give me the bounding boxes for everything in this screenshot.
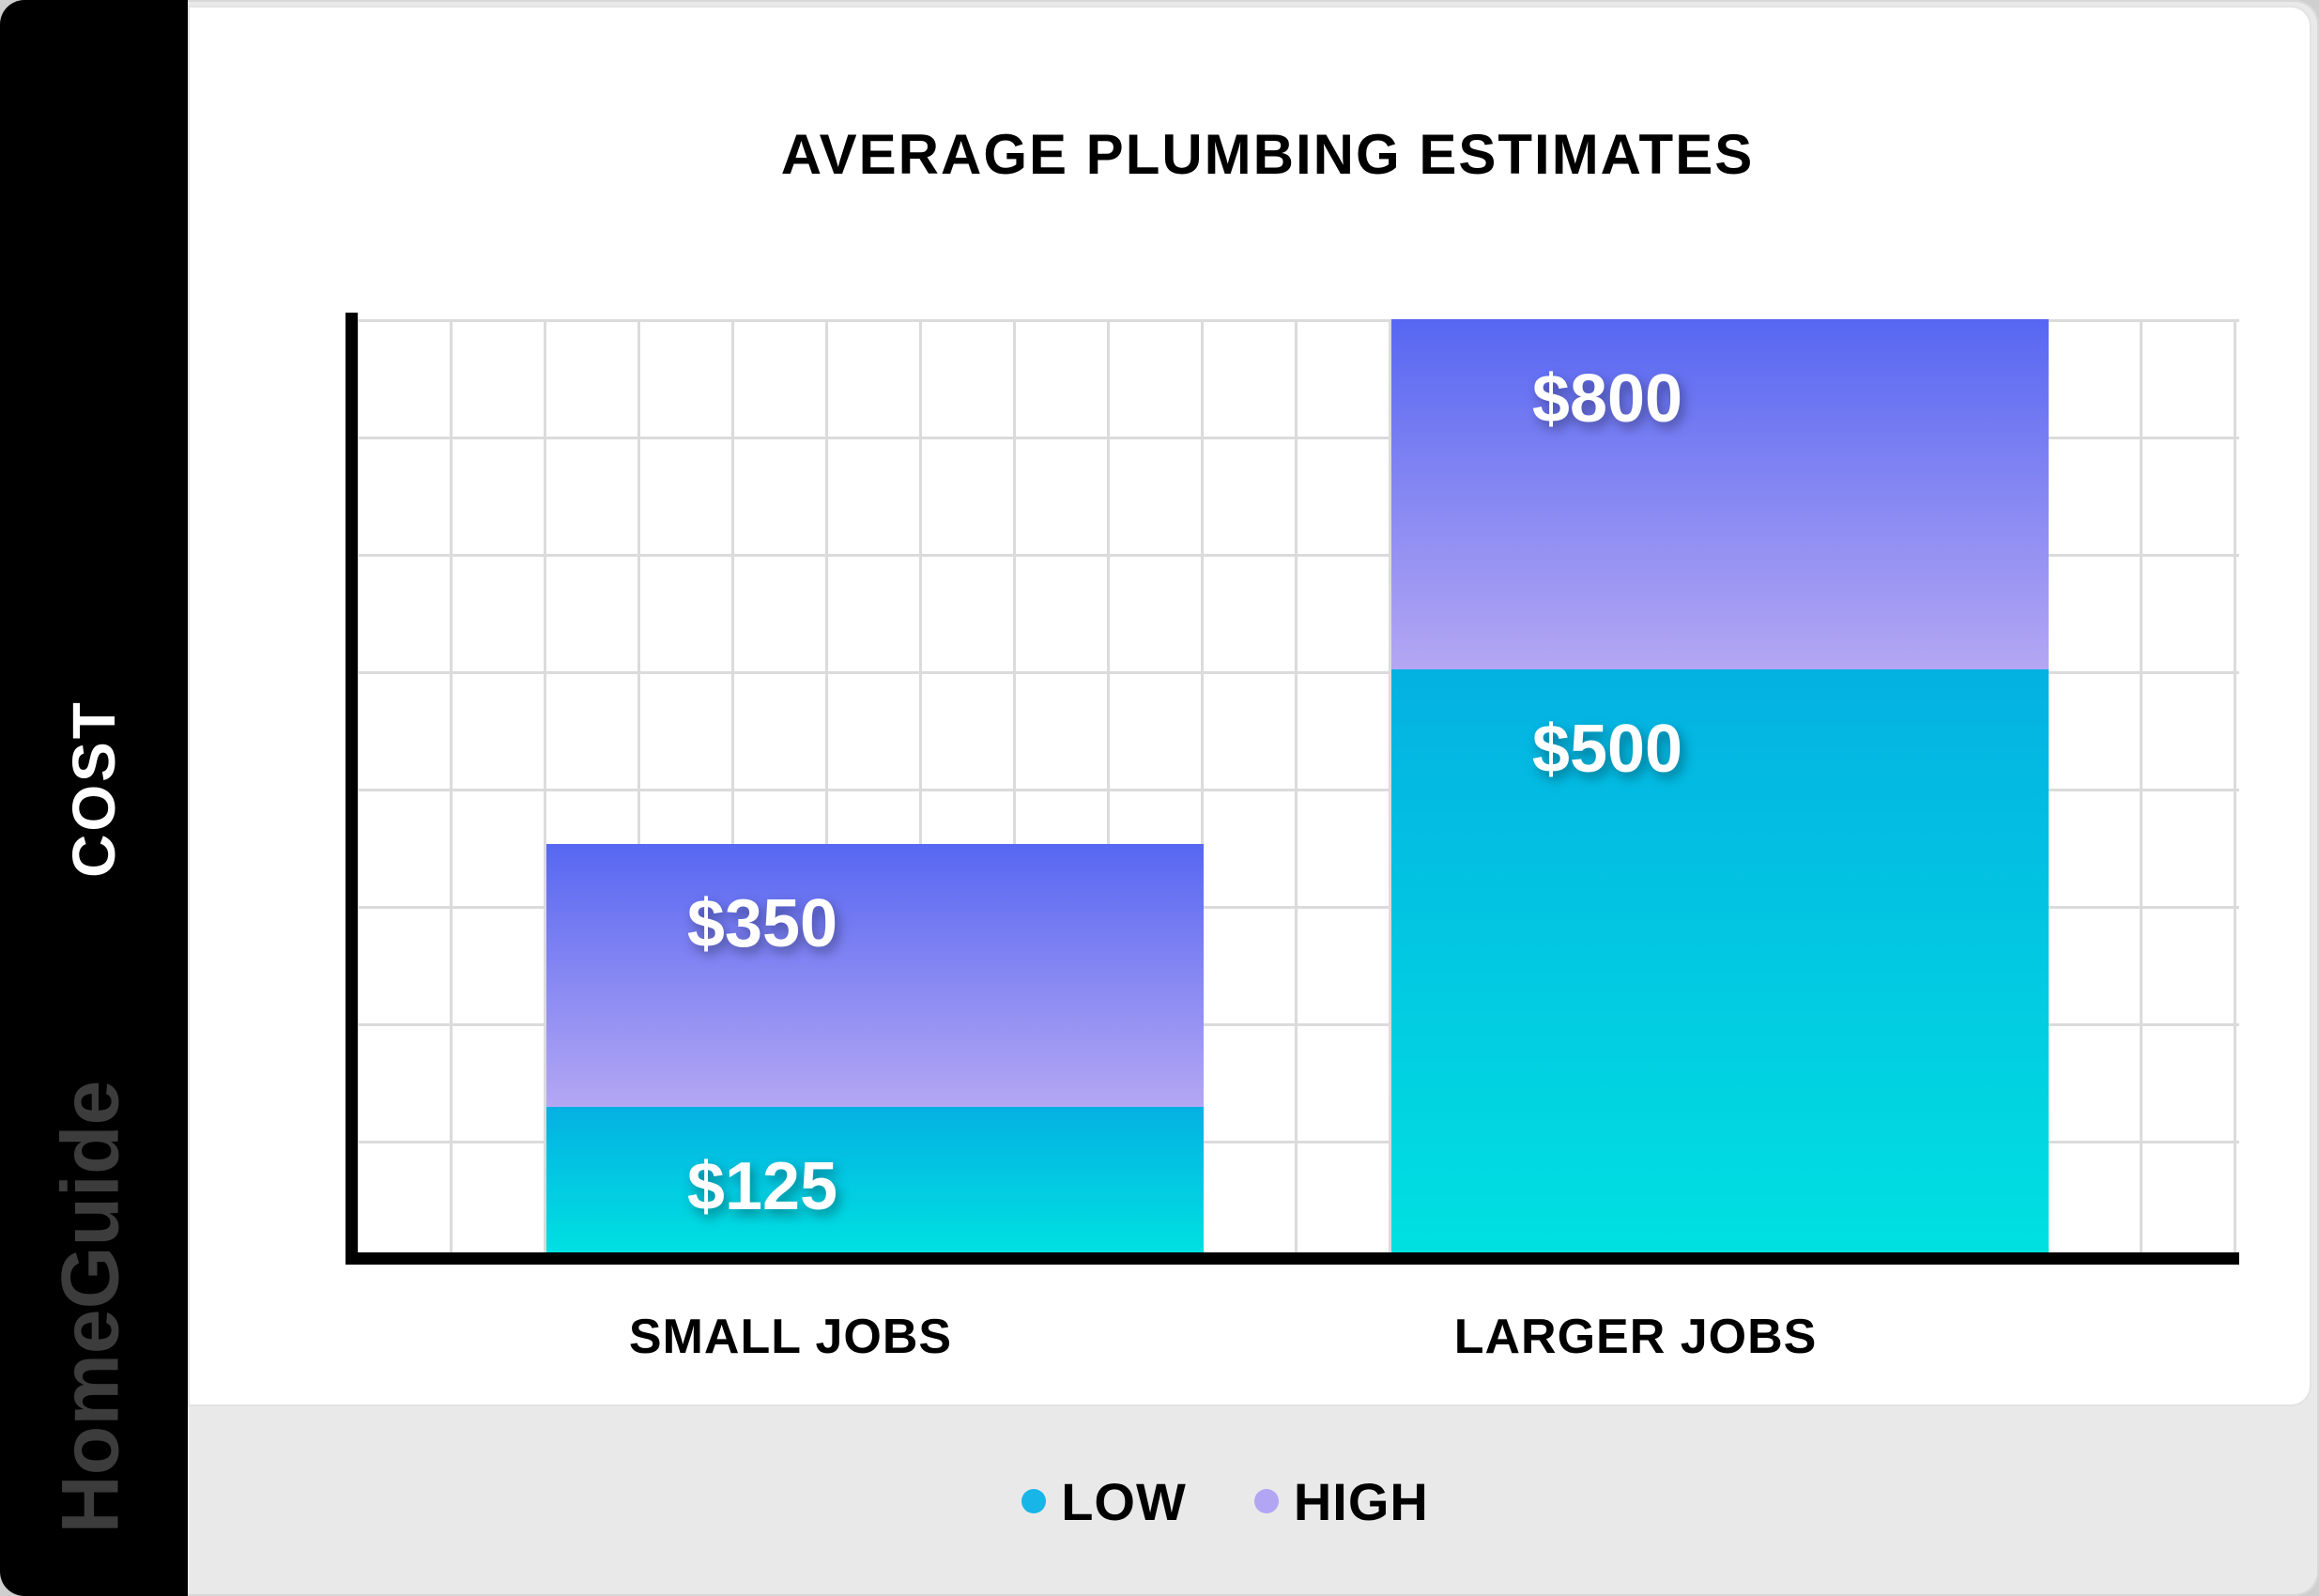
- legend-label: HIGH: [1293, 1471, 1429, 1531]
- legend-dot-low: [1021, 1489, 1047, 1513]
- brand-watermark: HomeGuide: [45, 1080, 136, 1534]
- bar-value-label-high: $800: [1531, 361, 1683, 437]
- bar-value-label-high: $350: [686, 886, 838, 962]
- x-axis-line: [346, 1252, 2239, 1265]
- sidebar: COST HomeGuide: [0, 0, 188, 1596]
- y-axis-line: [346, 313, 358, 1264]
- bar-value-label-low: $125: [686, 1148, 838, 1224]
- legend-dot-high: [1253, 1489, 1279, 1513]
- legend-label: LOW: [1061, 1471, 1187, 1531]
- bar-segment-low: [1391, 668, 2049, 1252]
- chart-title: AVERAGE PLUMBING ESTIMATES: [780, 123, 1755, 186]
- bar-value-label-low: $500: [1531, 711, 1683, 787]
- legend-item-low: LOW: [1021, 1471, 1187, 1532]
- category-label: LARGER JOBS: [1453, 1310, 1818, 1364]
- bar-segment-high: [546, 844, 1204, 1107]
- y-axis-title: COST: [60, 699, 128, 878]
- bar-segment-low: [546, 1106, 1204, 1252]
- legend: LOW HIGH: [160, 1406, 2291, 1596]
- bar-segment-high: [1391, 319, 2049, 669]
- legend-item-high: HIGH: [1253, 1471, 1429, 1532]
- category-label: SMALL JOBS: [628, 1310, 953, 1364]
